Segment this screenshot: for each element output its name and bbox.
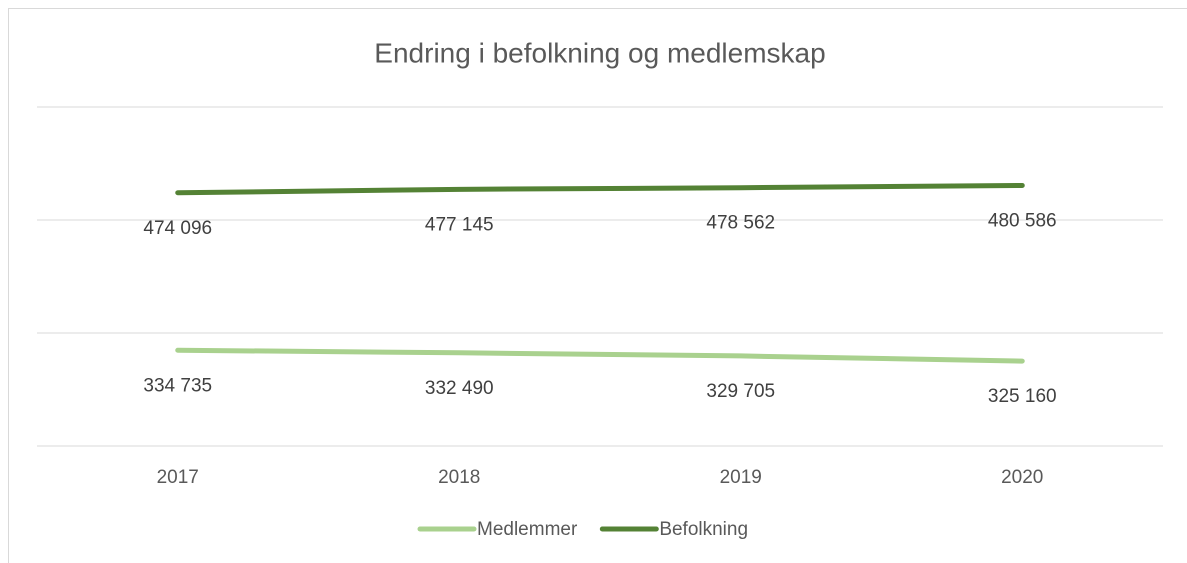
data-label: 478 562	[706, 213, 775, 234]
x-tick-label: 2020	[1001, 467, 1043, 488]
data-label: 477 145	[425, 214, 494, 235]
chart-title: Endring i befolkning og medlemskap	[374, 37, 825, 68]
x-tick-label: 2019	[720, 467, 762, 488]
series-line	[175, 347, 1025, 364]
legend-label: Befolkning	[659, 519, 748, 540]
data-label: 480 586	[988, 210, 1057, 231]
data-label: 329 705	[706, 381, 775, 402]
data-label: 332 490	[425, 378, 494, 399]
data-label: 325 160	[988, 386, 1057, 407]
x-tick-label: 2018	[438, 467, 480, 488]
chart-border	[8, 8, 1187, 563]
series-line	[175, 182, 1025, 196]
data-label: 334 735	[143, 375, 212, 396]
legend-label: Medlemmer	[477, 519, 578, 540]
x-tick-label: 2017	[157, 467, 199, 488]
data-label: 474 096	[143, 218, 212, 239]
